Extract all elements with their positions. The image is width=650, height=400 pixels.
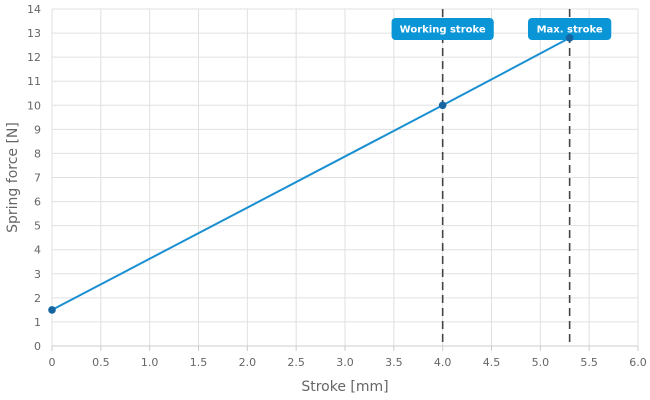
y-tick-label: 10 xyxy=(27,99,41,112)
x-tick-label: 4.5 xyxy=(483,356,501,369)
x-tick-label: 0 xyxy=(49,356,56,369)
y-tick-label: 8 xyxy=(34,147,41,160)
y-tick-label: 1 xyxy=(34,316,41,329)
x-tick-label: 1.0 xyxy=(141,356,159,369)
y-tick-label: 12 xyxy=(27,51,41,64)
y-tick-label: 5 xyxy=(34,220,41,233)
y-tick-label: 9 xyxy=(34,123,41,136)
y-tick-label: 7 xyxy=(34,172,41,185)
reference-label: Max. stroke xyxy=(537,25,603,36)
series xyxy=(48,34,574,314)
reference-badge xyxy=(527,18,612,40)
x-tick-label: 0.5 xyxy=(92,356,110,369)
reference-badge xyxy=(391,18,494,40)
y-tick-label: 4 xyxy=(34,244,41,257)
y-tick-label: 2 xyxy=(34,292,41,305)
grid xyxy=(51,8,639,347)
reference-label: Working stroke xyxy=(400,25,486,36)
x-tick-label: 3.5 xyxy=(385,356,403,369)
x-tick-label: 1.5 xyxy=(190,356,208,369)
data-point xyxy=(438,101,447,110)
y-tick-label: 0 xyxy=(34,340,41,353)
x-axis-title: Stroke [mm] xyxy=(301,379,388,395)
y-tick-label: 11 xyxy=(27,75,41,88)
x-tick-label: 3.0 xyxy=(336,356,354,369)
data-point xyxy=(48,306,56,314)
y-tick-label: 6 xyxy=(34,196,41,209)
x-tick-label: 5.5 xyxy=(580,356,598,369)
data-point xyxy=(565,34,574,42)
y-axis-title: Spring force [N] xyxy=(5,122,21,233)
y-tick-label: 14 xyxy=(27,3,41,16)
x-tick-label: 5.0 xyxy=(532,356,550,369)
y-tick-label: 3 xyxy=(34,268,41,281)
x-tick-label: 6.0 xyxy=(629,356,647,369)
x-tick-label: 2.0 xyxy=(239,356,257,369)
axes: 0 0.5 1.0 1.5 2.0 2.5 3.0 3.5 4.0 4.5 5.0 5.5 6.0012… xyxy=(27,3,647,369)
y-tick-label: 13 xyxy=(27,27,41,40)
reference-lines: Working stroke Max. stroke xyxy=(391,9,612,346)
x-tick-label: 4.0 xyxy=(434,356,452,369)
x-tick-label: 2.5 xyxy=(287,356,305,369)
axis-labels: Stroke [mm] Spring force [N] xyxy=(5,122,389,395)
